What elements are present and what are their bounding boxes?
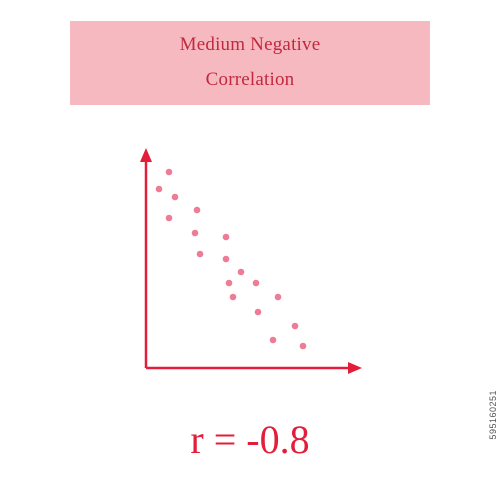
- data-point: [237, 268, 245, 276]
- data-point: [274, 293, 282, 301]
- chart-title-banner: Medium Negative Correlation: [70, 21, 430, 105]
- data-point: [191, 229, 199, 237]
- stock-id-watermark: 595160251: [488, 390, 498, 440]
- data-point: [171, 193, 179, 201]
- x-axis-arrowhead: [348, 362, 362, 374]
- data-point: [229, 293, 237, 301]
- data-point: [291, 322, 299, 330]
- data-point: [225, 279, 233, 287]
- data-point: [155, 185, 163, 193]
- data-point: [165, 214, 173, 222]
- chart-title-line-2: Correlation: [205, 69, 295, 90]
- correlation-coefficient: r = -0.8: [190, 417, 310, 462]
- data-point: [196, 250, 204, 258]
- data-points: [155, 168, 307, 350]
- data-point: [254, 308, 262, 316]
- chart-title-line-1: Medium Negative: [179, 34, 321, 56]
- y-axis-arrowhead: [140, 148, 152, 162]
- data-point: [193, 206, 201, 214]
- data-point: [222, 233, 230, 241]
- data-point: [269, 336, 277, 344]
- data-point: [252, 279, 260, 287]
- data-point: [165, 168, 173, 176]
- data-point: [222, 255, 230, 263]
- data-point: [299, 342, 307, 350]
- chart-axes: [140, 148, 362, 374]
